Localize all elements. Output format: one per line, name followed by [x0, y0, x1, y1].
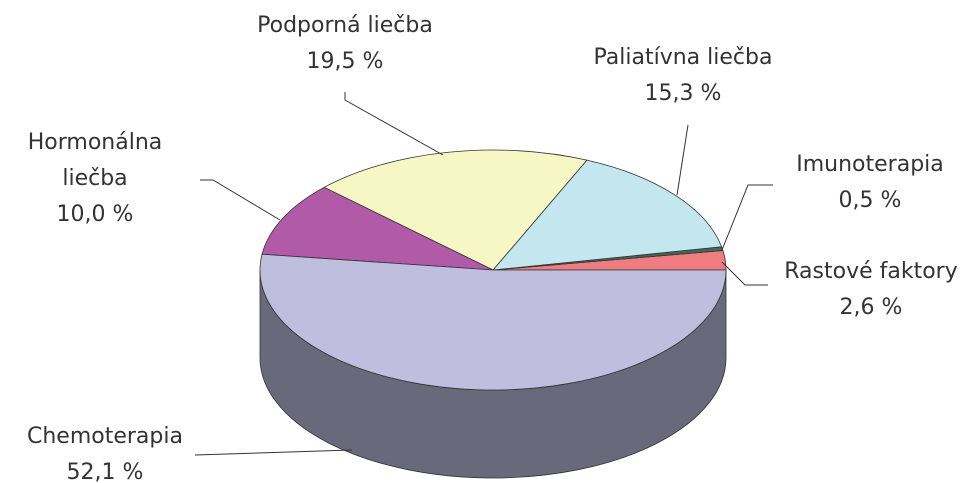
slice — [323, 149, 588, 271]
leader-line — [344, 92, 444, 156]
category: Imunoterapia — [796, 152, 944, 177]
slice-label: Hormonálna liečba 10,0 % — [10, 125, 180, 233]
leader-line — [721, 184, 773, 251]
value-label: 0,5 % — [838, 188, 902, 213]
slice-label: Paliatívna liečba 15,3 % — [578, 40, 788, 112]
value-label: 2,6 % — [839, 295, 903, 320]
slice-label: Podporná liečba 19,5 % — [240, 8, 450, 80]
slice — [259, 253, 727, 391]
slice-label: Rastové faktory 2,6 % — [766, 254, 974, 326]
category: Podporná liečba — [257, 13, 433, 38]
value-label: 10,0 % — [56, 202, 134, 227]
category: Hormonálna liečba — [27, 130, 163, 191]
slice — [492, 159, 723, 271]
category: Chemoterapia — [27, 424, 183, 449]
category: Rastové faktory — [784, 259, 958, 284]
slices — [259, 149, 727, 479]
slice-label: Imunoterapia 0,5 % — [765, 147, 974, 219]
value-label: 15,3 % — [644, 81, 722, 106]
slice-label: Chemoterapia 52,1 % — [0, 419, 210, 483]
category: Paliatívna liečba — [593, 45, 773, 70]
leader-line — [200, 179, 281, 221]
leader-line — [721, 261, 768, 286]
value-label: 19,5 % — [306, 49, 384, 74]
value-label: 52,1 % — [66, 460, 144, 483]
slice — [261, 186, 494, 271]
leader-line — [676, 124, 689, 196]
leader-line — [194, 449, 353, 456]
